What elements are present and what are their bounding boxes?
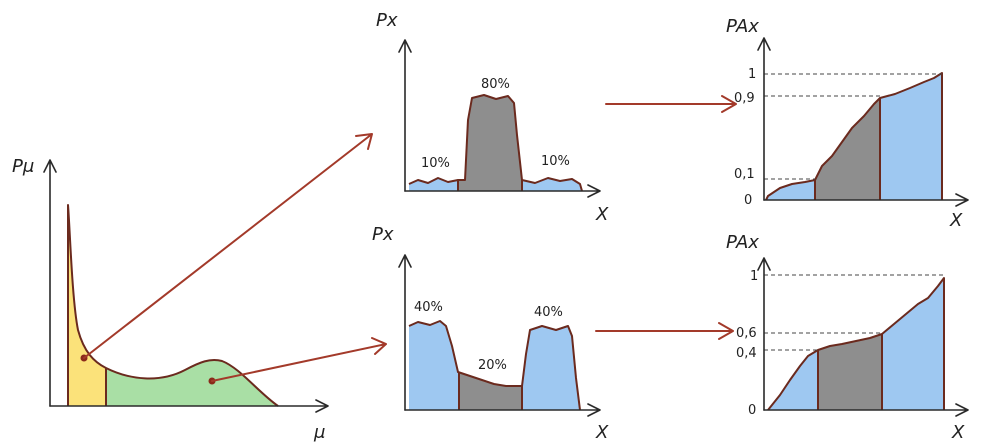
arrow-to-bottom-histogram xyxy=(211,337,387,382)
top-hist-outline xyxy=(408,94,583,192)
bottom-hist-left-pct: 40% xyxy=(414,300,443,315)
top-hist-right-pct: 10% xyxy=(541,154,570,169)
bottom-hist-left-bin xyxy=(409,321,459,410)
left-x-axis-label: μ xyxy=(313,422,325,443)
bottom-cdf-x-axis xyxy=(763,403,969,417)
bottom-cdf-tick-0: 0 xyxy=(748,403,756,418)
top-cdf-x-axis-label: X xyxy=(949,210,963,231)
top-cdf-y-axis xyxy=(757,37,771,201)
bottom-cdf-y-axis xyxy=(757,257,771,411)
top-cdf-panel: PAx X 1 0,9 0,1 0 xyxy=(726,16,969,231)
top-cdf-y-axis-label: PAx xyxy=(726,16,759,37)
top-hist-y-axis xyxy=(398,39,412,192)
top-cdf-x-axis xyxy=(763,193,969,207)
arrow-top-to-cdf xyxy=(605,95,737,113)
bottom-cdf-tick-1: 1 xyxy=(750,269,758,284)
bottom-cdf-curve xyxy=(767,277,945,411)
bottom-hist-mid-bin xyxy=(459,372,522,410)
bottom-cdf-y-axis-label: PAx xyxy=(726,232,759,253)
top-hist-right-bin xyxy=(522,178,582,191)
arrows xyxy=(83,95,737,382)
bottom-cdf-panel: PAx X 1 0,6 0,4 0 xyxy=(726,232,969,443)
top-cdf-region-1 xyxy=(766,180,815,200)
bottom-cdf-region-2 xyxy=(818,334,882,410)
top-cdf-tick-1: 1 xyxy=(748,67,756,82)
bottom-hist-right-pct: 40% xyxy=(534,305,563,320)
arrow-to-top-histogram xyxy=(83,133,373,359)
top-hist-mid-pct: 80% xyxy=(481,77,510,92)
density-curve xyxy=(67,204,279,407)
bottom-hist-right-bin xyxy=(522,326,580,410)
top-cdf-curve xyxy=(765,72,943,201)
bottom-cdf-tick-06: 0,6 xyxy=(736,326,757,341)
top-histogram-panel: Px X 10% 80% 10% xyxy=(376,10,609,225)
top-cdf-tick-0: 0 xyxy=(744,193,752,208)
top-hist-mid-bin xyxy=(458,95,522,191)
green-region xyxy=(106,360,278,406)
yellow-region xyxy=(68,205,106,406)
left-y-axis xyxy=(43,159,57,407)
bottom-histogram-panel: Px X 40% 20% 40% xyxy=(372,224,609,443)
top-cdf-tick-01: 0,1 xyxy=(734,167,755,182)
left-x-axis xyxy=(49,399,329,413)
left-density-panel: Pμ μ xyxy=(12,156,329,443)
arrow-bottom-to-cdf xyxy=(595,322,734,340)
top-hist-left-pct: 10% xyxy=(421,156,450,171)
bottom-hist-mid-pct: 20% xyxy=(478,358,507,373)
top-hist-x-axis xyxy=(404,184,601,198)
bottom-cdf-tick-04: 0,4 xyxy=(736,346,757,361)
bottom-cdf-region-3 xyxy=(882,278,944,410)
top-hist-y-axis-label: Px xyxy=(376,10,398,31)
bottom-hist-x-axis-label: X xyxy=(595,422,609,443)
top-cdf-tick-09: 0,9 xyxy=(734,91,755,106)
top-cdf-region-2 xyxy=(815,98,880,200)
bottom-hist-y-axis-label: Px xyxy=(372,224,394,245)
bottom-hist-x-axis xyxy=(404,403,601,417)
bottom-hist-y-axis xyxy=(398,254,412,411)
top-cdf-region-3 xyxy=(880,73,942,200)
bottom-cdf-x-axis-label: X xyxy=(951,422,965,443)
bottom-hist-outline xyxy=(408,320,581,411)
top-hist-x-axis-label: X xyxy=(595,204,609,225)
left-y-axis-label: Pμ xyxy=(12,156,34,177)
